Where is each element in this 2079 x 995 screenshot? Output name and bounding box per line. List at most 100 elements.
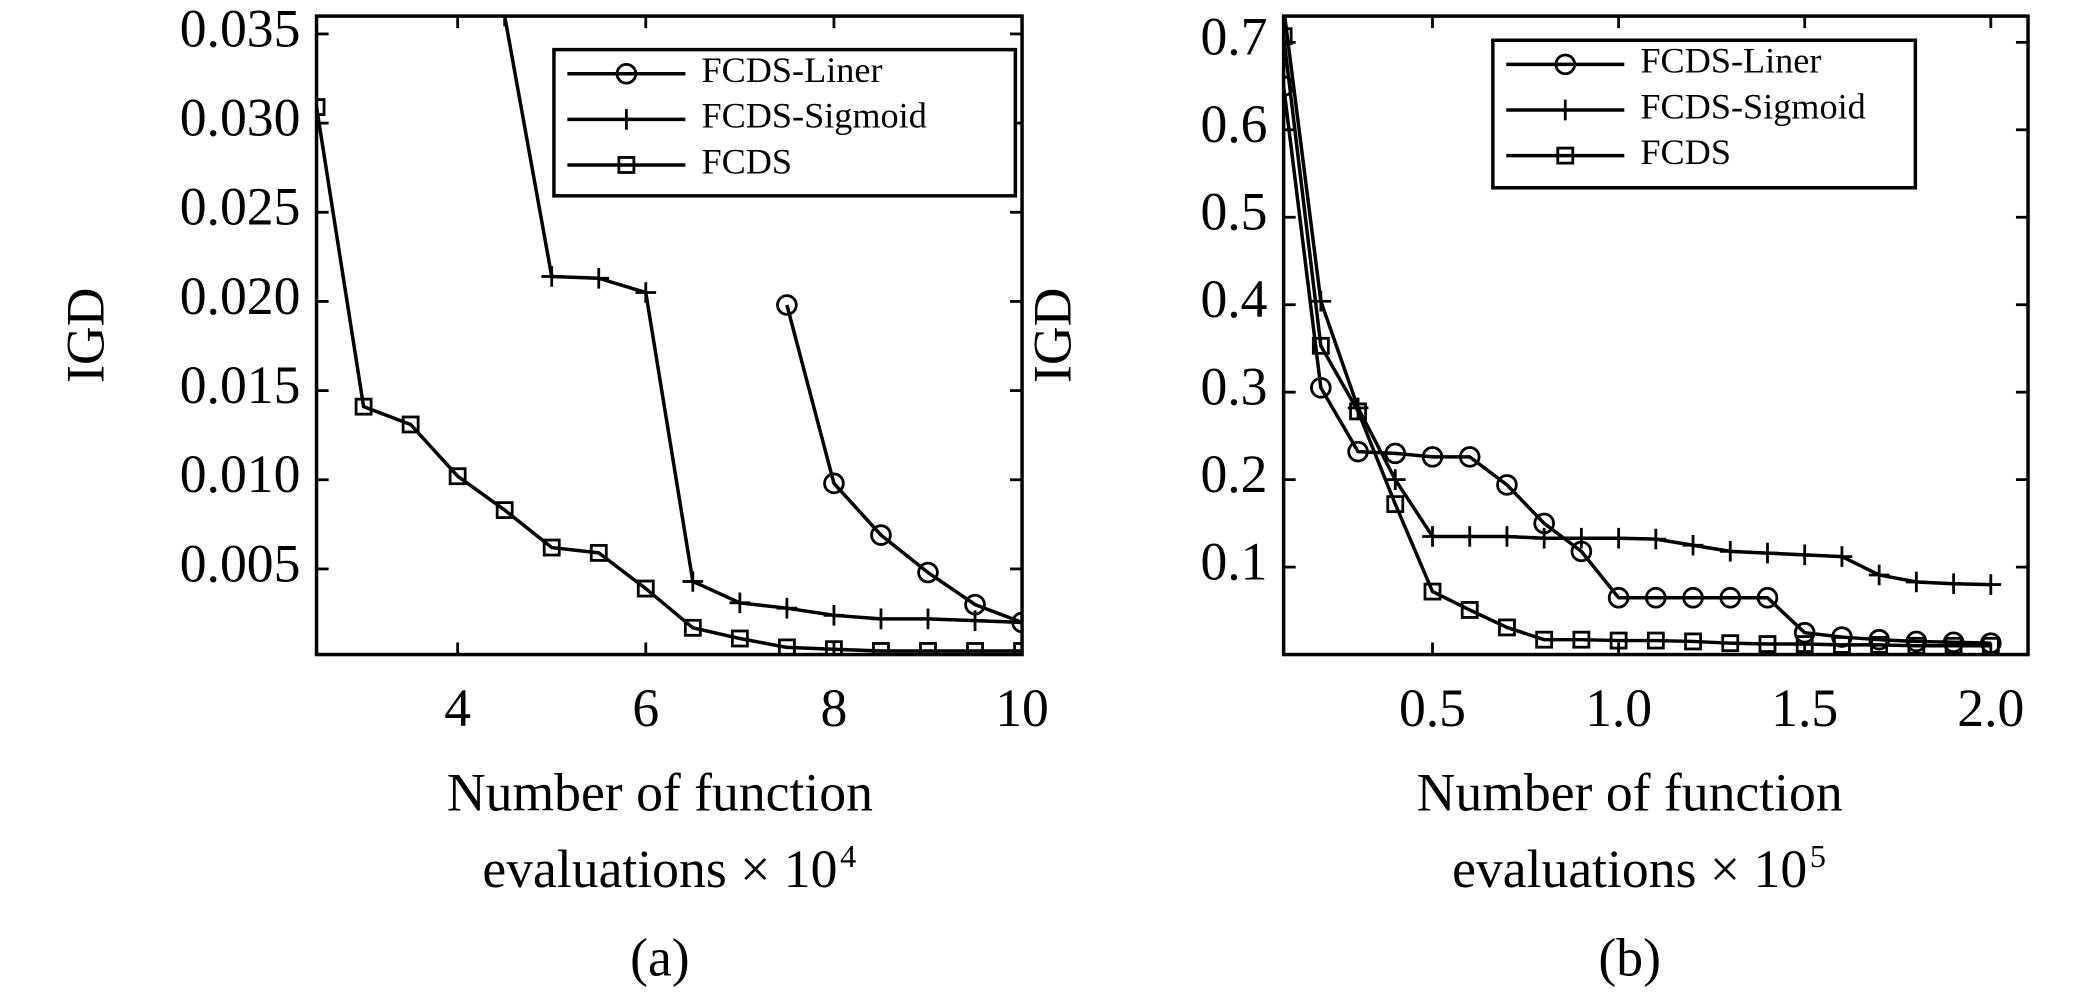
data-point [1386,495,1405,514]
data-point [1571,527,1592,549]
y-tick-label: 0.6 [1200,94,1267,154]
data-point [1943,573,1964,595]
x-tick-label: 2.0 [1957,678,2024,738]
x-axis-label: Number of function [1417,762,1843,822]
y-tick-label: 0.035 [180,0,301,58]
legend-marker [617,156,636,174]
data-point [1384,442,1407,465]
data-point [1758,635,1777,653]
series-line [316,106,1023,653]
data-point [870,524,892,546]
data-point [1868,564,1890,586]
legend: FCDS-Liner FCDS-Sigmoid FCDS [552,47,1018,198]
data-point [1459,526,1481,547]
data-point [1607,586,1630,609]
data-point [683,618,702,637]
data-point [1682,586,1704,609]
data-point [1870,636,1889,654]
y-axis-label: IGD [56,288,116,383]
plot-frame [1281,14,2030,657]
data-point [730,629,749,648]
data-point [1347,440,1369,463]
data-point [1421,446,1444,468]
data-point [542,538,561,557]
legend-marker [616,109,637,130]
chart-panel: 0.005 0.010 0.015 0.020 0.025 0.030 0.035 4 6 8 10… [56,0,1049,987]
data-point [682,571,704,592]
data-point [777,638,796,655]
data-point [1460,601,1479,619]
data-point [635,282,657,303]
data-point [823,472,845,495]
legend-marker [615,62,638,85]
data-point [1498,618,1516,637]
x-tick-label: 0.5 [1399,678,1466,738]
chart-panel: 0.1 0.2 0.3 0.4 0.5 0.6 0.7 0.5 1.0 1.5 2.0 IGD Numb… [1023,7,2030,987]
caption: (b) [1598,927,1661,987]
legend-label: FCDS-Liner [701,50,882,90]
data-point [870,608,892,630]
data-point [589,543,608,562]
legend-marker [1554,53,1577,76]
data-point [776,597,798,619]
legend: FCDS-Liner FCDS-Sigmoid FCDS [1491,38,1918,190]
data-point [1757,542,1778,564]
data-point [541,266,563,287]
x-tick-label: 1.0 [1585,678,1652,738]
series-line [785,304,1023,625]
y-tick-label: 0.015 [180,355,301,415]
data-point [1349,402,1367,421]
legend-marker [1554,99,1576,121]
x-axis-label-exponent: 5 [1810,838,1826,874]
data-point [1572,630,1591,649]
data-point [917,608,939,630]
data-point [495,501,514,520]
data-point [354,397,373,416]
data-point [1719,541,1741,562]
data-point [1756,586,1779,609]
x-tick-label: 4 [444,678,471,738]
legend-label: FCDS [1640,132,1731,172]
data-point [1535,630,1554,649]
legend-marker [1556,146,1575,165]
x-axis-label-exponent: 4 [840,838,856,874]
data-point [1423,582,1442,601]
y-axis-label: IGD [1023,288,1083,383]
data-point [1422,526,1443,547]
y-tick-label: 0.030 [180,87,301,147]
data-point [1868,628,1890,651]
plot-frame [314,14,1024,657]
data-point [316,98,326,116]
y-tick-label: 0.5 [1200,182,1267,242]
data-point [1533,527,1555,549]
data-point [1310,377,1332,399]
data-point [1684,632,1702,651]
data-point [1645,528,1667,550]
data-point [966,642,984,655]
data-point [917,561,939,584]
y-tick-label: 0.005 [180,533,301,593]
x-axis-label: Number of function [447,762,873,822]
legend-label: FCDS-Sigmoid [701,96,926,136]
y-tick-label: 0.7 [1200,7,1267,67]
data-point [1645,586,1667,609]
x-tick-label: 8 [821,678,848,738]
y-tick-label: 0.4 [1200,269,1267,329]
data-point [1795,635,1814,653]
data-point [1831,546,1853,567]
x-tick-label: 10 [995,678,1049,738]
data-point [964,610,986,631]
plot-area [316,16,1023,655]
x-axis-label: evaluations × 10 [482,839,837,899]
data-point [825,640,843,655]
data-point [1646,631,1665,650]
data-point [776,294,798,316]
data-point [1793,621,1816,644]
data-point [1942,631,1965,654]
data-point [872,642,890,655]
data-point [588,267,610,289]
x-tick-label: 6 [632,678,659,738]
data-point [1458,446,1481,468]
